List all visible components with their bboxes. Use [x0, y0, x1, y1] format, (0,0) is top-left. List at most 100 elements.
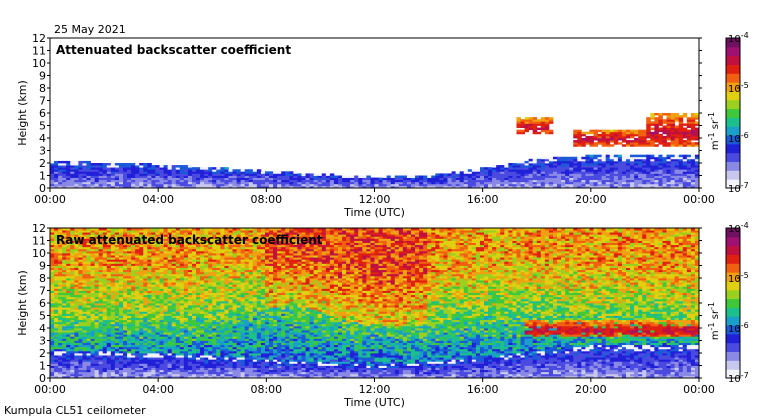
heatmap-cell: [114, 294, 120, 298]
heatmap-cell: [163, 365, 169, 368]
heatmap-cell: [187, 344, 193, 348]
heatmap-cell: [74, 255, 79, 258]
heatmap-cell: [155, 332, 160, 335]
heatmap-cell: [175, 242, 181, 246]
heatmap-cell: [114, 278, 120, 281]
heatmap-cell: [82, 250, 87, 254]
heatmap-cell: [256, 169, 262, 172]
heatmap-cell: [118, 309, 124, 312]
heatmap-cell: [670, 158, 676, 162]
heatmap-cell: [613, 135, 619, 139]
heatmap-cell: [135, 305, 140, 308]
heatmap-cell: [127, 315, 132, 318]
heatmap-cell: [102, 340, 108, 343]
heatmap-cell: [540, 127, 546, 131]
heatmap-cell: [674, 154, 680, 158]
heatmap-cell: [557, 163, 562, 166]
heatmap-cell: [155, 238, 160, 241]
heatmap-cell: [171, 253, 177, 256]
heatmap-cell: [78, 346, 83, 350]
heatmap-cell: [74, 309, 79, 312]
heatmap-cell: [183, 282, 189, 285]
heatmap-cell: [151, 323, 156, 327]
heatmap-cell: [179, 371, 185, 375]
heatmap-cell: [159, 359, 164, 362]
heatmap-cell: [601, 144, 607, 147]
heatmap-cell: [118, 179, 124, 183]
heatmap-cell: [139, 163, 144, 166]
heatmap-cell: [617, 158, 623, 162]
heatmap-cell: [147, 261, 152, 264]
heatmap-cell: [70, 332, 75, 335]
heatmap-cell: [175, 253, 181, 256]
heatmap-cell: [634, 160, 639, 164]
heatmap-cell: [597, 181, 603, 185]
heatmap-cell: [200, 171, 205, 174]
y-tick-label: 0: [39, 182, 46, 195]
heatmap-cell: [78, 332, 83, 335]
heatmap-cell: [682, 185, 688, 188]
heatmap-cell: [536, 127, 542, 131]
heatmap-cell: [475, 177, 481, 181]
heatmap-cell: [638, 142, 643, 145]
heatmap-cell: [386, 175, 392, 178]
heatmap-cell: [183, 253, 189, 256]
heatmap-cell: [459, 185, 465, 188]
heatmap-cell: [106, 286, 112, 289]
heatmap-cell: [167, 244, 173, 248]
heatmap-cell: [670, 140, 676, 143]
heatmap-cell: [670, 177, 676, 181]
heatmap-cell: [196, 280, 201, 283]
heatmap-cell: [151, 248, 156, 252]
heatmap-cell: [58, 290, 63, 293]
heatmap-cell: [686, 129, 692, 133]
heatmap-cell: [62, 183, 67, 187]
heatmap-cell: [143, 269, 148, 273]
heatmap-cell: [208, 185, 213, 188]
heatmap-cell: [654, 163, 659, 166]
heatmap-cell: [540, 156, 546, 160]
heatmap-cell: [662, 142, 667, 145]
heatmap-cell: [139, 232, 144, 235]
heatmap-cell: [123, 267, 128, 271]
heatmap-cell: [94, 303, 100, 306]
heatmap-cell: [516, 163, 521, 166]
heatmap-cell: [175, 294, 181, 298]
heatmap-cell: [114, 177, 120, 181]
heatmap-cell: [333, 181, 339, 185]
heatmap-cell: [90, 344, 96, 348]
heatmap-cell: [143, 367, 148, 371]
heatmap-cell: [524, 167, 530, 170]
heatmap-cell: [135, 171, 140, 174]
heatmap-cell: [86, 363, 91, 366]
heatmap-cell: [528, 169, 534, 172]
heatmap-cell: [167, 269, 173, 273]
heatmap-cell: [58, 325, 63, 329]
heatmap-cell: [573, 175, 578, 178]
heatmap-cell: [54, 179, 59, 183]
heatmap-cell: [66, 288, 71, 291]
heatmap-cell: [544, 169, 550, 172]
heatmap-cell: [439, 185, 444, 188]
heatmap-cell: [94, 340, 100, 343]
heatmap-cell: [123, 261, 128, 264]
heatmap-cell: [155, 361, 160, 364]
heatmap-cell: [151, 365, 156, 368]
heatmap-cell: [293, 183, 298, 187]
heatmap-cell: [123, 248, 128, 252]
heatmap-cell: [123, 246, 128, 250]
heatmap-cell: [191, 315, 197, 318]
heatmap-cell: [690, 113, 696, 116]
heatmap-cell: [548, 129, 554, 133]
heatmap-cell: [70, 294, 75, 298]
heatmap-cell: [143, 177, 148, 181]
heatmap-cell: [151, 179, 156, 183]
heatmap-cell: [54, 371, 59, 375]
heatmap-cell: [118, 375, 124, 378]
heatmap-cell: [191, 240, 197, 243]
heatmap-cell: [333, 179, 339, 183]
heatmap-cell: [500, 185, 505, 188]
heatmap-cell: [106, 317, 112, 321]
heatmap-cell: [102, 271, 108, 275]
heatmap-cell: [54, 330, 59, 333]
